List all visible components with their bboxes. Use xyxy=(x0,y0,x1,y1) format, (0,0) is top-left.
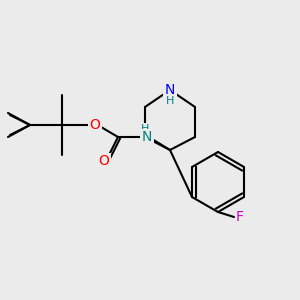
Text: H: H xyxy=(141,124,149,134)
Text: F: F xyxy=(236,210,244,224)
Text: O: O xyxy=(90,118,101,132)
Text: N: N xyxy=(165,83,175,97)
Text: H: H xyxy=(166,96,174,106)
Text: N: N xyxy=(142,130,152,144)
Text: O: O xyxy=(99,154,110,168)
